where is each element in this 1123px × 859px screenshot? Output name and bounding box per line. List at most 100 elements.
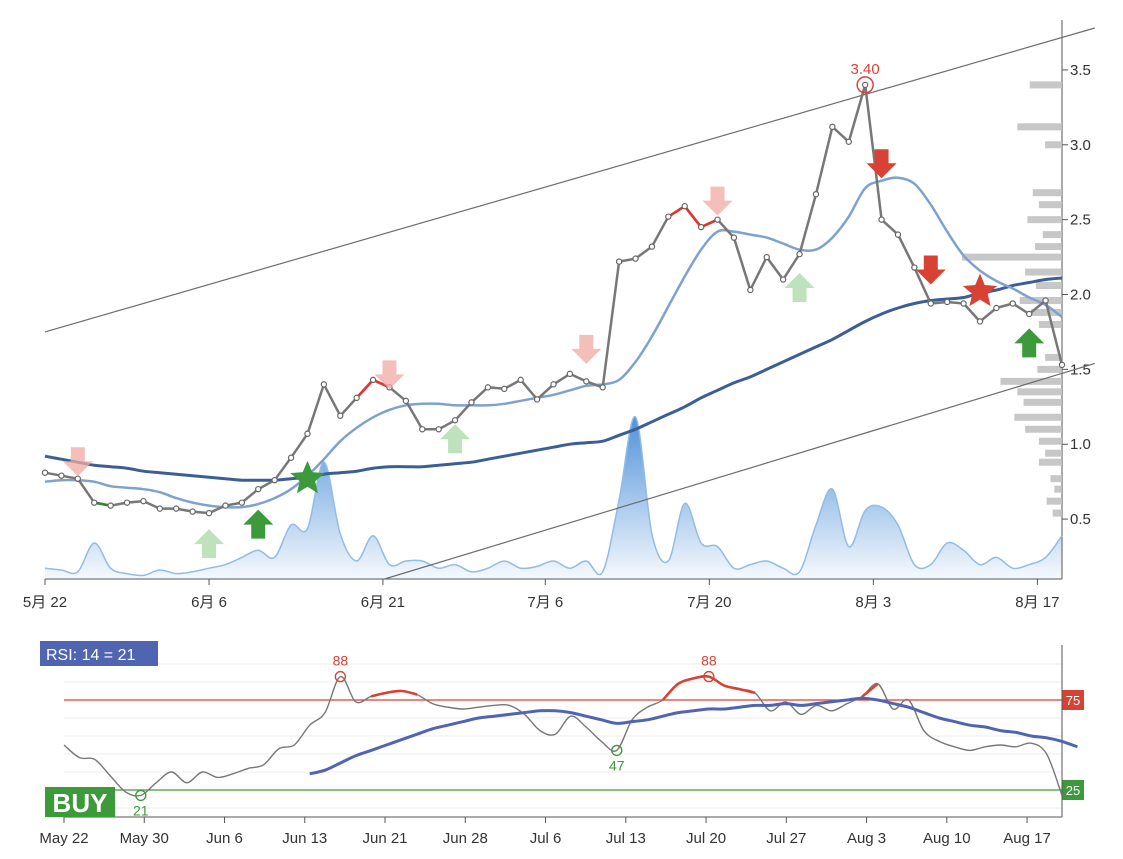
close-point <box>599 384 606 391</box>
close-point <box>484 384 492 391</box>
close-point <box>993 304 1000 312</box>
rsi-extreme-marker <box>611 744 623 757</box>
close-point <box>238 499 246 506</box>
volume-profile-bar <box>1017 123 1062 131</box>
close-point <box>1042 297 1049 304</box>
volume-profile-bar <box>1023 398 1062 406</box>
rsi-extreme-label: 21 <box>133 802 149 818</box>
rsi-x-tick-label: May 30 <box>120 830 169 847</box>
volume-profile-bar <box>1045 353 1062 361</box>
close-point <box>615 258 623 265</box>
close-point <box>451 417 459 424</box>
close-point <box>1025 310 1033 318</box>
rsi-level-badge <box>1062 690 1084 710</box>
volume-profile-bar <box>1031 308 1062 316</box>
close-point <box>533 396 541 403</box>
rsi-x-tick-label: Jun 21 <box>362 830 407 847</box>
rsi-extreme-marker <box>334 670 347 683</box>
rsi-x-tick-label: Aug 3 <box>847 830 886 847</box>
rsi-x-tick-label: Jun 28 <box>443 830 488 847</box>
close-point <box>58 472 65 479</box>
moving-average-short-line <box>44 176 1063 509</box>
volume-profile-bar <box>1029 81 1062 89</box>
buy-arrow-faded-icon <box>440 424 471 454</box>
rsi-extreme-label: 47 <box>609 757 625 773</box>
x-tick-label: 7月 20 <box>687 594 731 611</box>
close-point <box>796 250 803 258</box>
rsi-overbought-segment <box>370 689 418 698</box>
close-point <box>517 376 524 384</box>
close-point <box>632 255 639 262</box>
close-point <box>123 499 131 506</box>
volume-area <box>45 416 1062 579</box>
volume-profile-bar <box>1019 297 1062 305</box>
sell-arrow-icon <box>866 149 897 179</box>
rsi-extreme-marker <box>703 670 715 683</box>
close-point <box>74 475 82 482</box>
volume-profile-bar <box>1054 485 1062 493</box>
close-point <box>812 190 820 198</box>
close-point <box>1009 300 1016 307</box>
close-point <box>501 385 508 393</box>
volume-profile-bar <box>1050 475 1062 483</box>
buy-arrow-faded-icon <box>784 273 815 303</box>
close-point <box>747 286 754 294</box>
x-tick-label: 6月 21 <box>361 594 405 611</box>
buy-star-icon <box>290 460 325 494</box>
close-point <box>829 123 836 131</box>
buy-badge <box>45 787 115 817</box>
sell-arrow-faded-icon <box>702 186 733 216</box>
close-point <box>960 300 967 307</box>
close-point <box>419 426 426 433</box>
rsi-x-tick-label: Aug 17 <box>1003 830 1051 847</box>
rsi-extreme-marker <box>135 789 147 802</box>
close-point <box>927 300 934 307</box>
close-point <box>222 502 229 509</box>
max-marker <box>856 76 874 94</box>
volume-profile-bar <box>1046 497 1062 505</box>
max-label: 3.40 <box>851 61 880 78</box>
volume-profile-bar <box>1038 437 1062 445</box>
volume-profile-bar <box>1035 282 1062 290</box>
close-point <box>763 253 770 261</box>
sell-star-icon <box>962 273 998 307</box>
volume-profile-bar <box>1032 189 1062 197</box>
close-point <box>189 508 196 515</box>
rsi-level-label: 25 <box>1066 783 1080 798</box>
close-point <box>255 485 262 493</box>
close-point <box>287 454 295 461</box>
volume-profile-bar <box>1037 365 1062 373</box>
close-point <box>845 138 852 145</box>
rsi-x-tick-label: Jul 20 <box>686 830 726 847</box>
close-point <box>156 505 164 512</box>
close-point <box>205 509 213 517</box>
buy-arrow-icon <box>1014 328 1045 358</box>
volume-profile-bar <box>1038 458 1062 466</box>
close-point <box>697 223 705 231</box>
rsi-extreme-label: 88 <box>701 653 717 669</box>
rsi-x-tick-label: Jul 13 <box>606 830 646 847</box>
x-tick-label: 6月 6 <box>191 594 227 611</box>
rsi-x-tick-label: Jul 27 <box>766 830 806 847</box>
volume-profile-bar <box>1014 413 1062 421</box>
volume-line <box>44 416 1063 577</box>
y-tick-label: 2.5 <box>1070 212 1091 229</box>
close-point <box>402 397 410 405</box>
sell-arrow-faded-icon <box>62 447 93 477</box>
rsi-x-tick-label: May 22 <box>39 830 88 847</box>
close-point <box>583 378 590 385</box>
volume-profile-bar <box>1025 425 1062 433</box>
rsi-level-label: 75 <box>1066 693 1080 708</box>
rsi-x-tick-label: Jun 13 <box>282 830 327 847</box>
close-point <box>894 231 902 238</box>
rsi-line <box>63 675 1063 797</box>
rsi-x-tick-label: Jun 6 <box>206 830 243 847</box>
y-tick-label: 1.0 <box>1070 436 1091 453</box>
close-point <box>779 276 787 283</box>
close-point <box>911 264 918 271</box>
x-tick-label: 5月 22 <box>23 594 67 611</box>
x-tick-label: 8月 3 <box>855 594 891 611</box>
close-point <box>648 243 656 250</box>
x-tick-label: 8月 17 <box>1015 594 1059 611</box>
rsi-level-badge <box>1062 780 1084 800</box>
